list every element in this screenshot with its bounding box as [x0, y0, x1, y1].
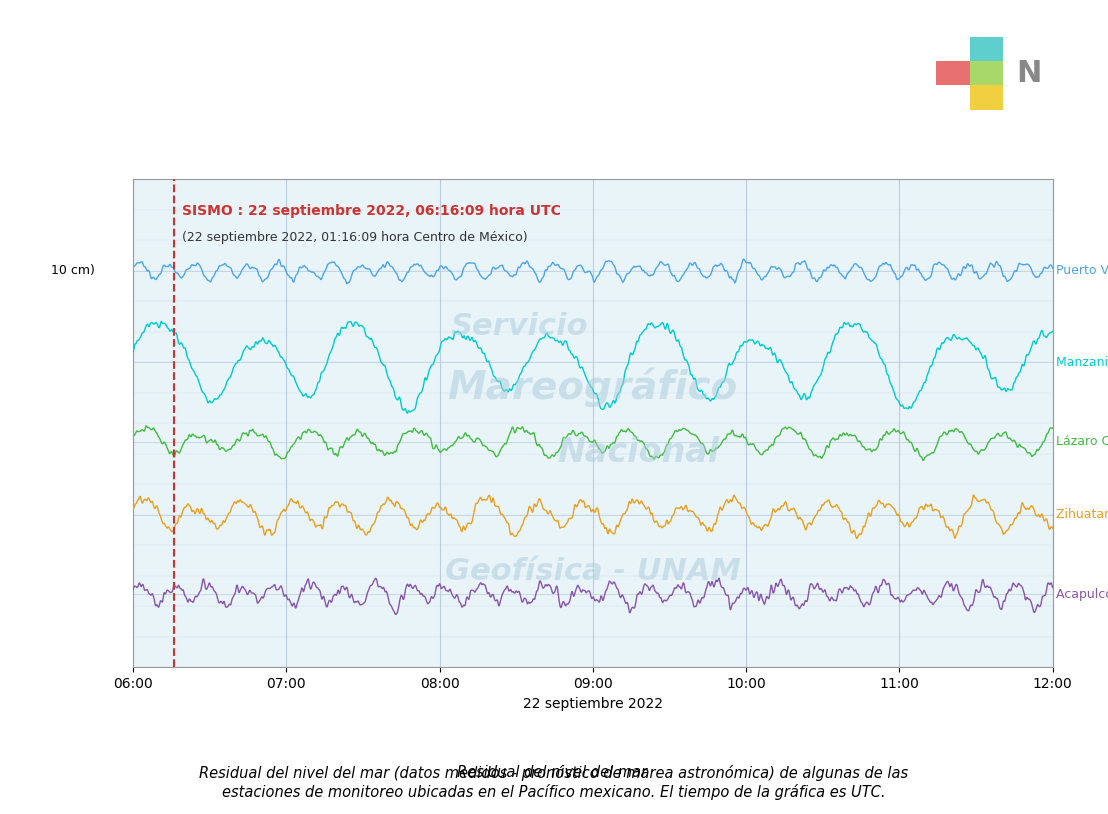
Text: N: N: [1016, 59, 1042, 88]
Text: Residual del nivel del mar (datos medidos - pronóstico de marea astronómica) de : Residual del nivel del mar (datos medido…: [199, 765, 909, 800]
FancyBboxPatch shape: [970, 37, 1003, 61]
Text: Nacional: Nacional: [557, 436, 720, 470]
FancyBboxPatch shape: [970, 85, 1003, 110]
Text: Acapulco, Gro.: Acapulco, Gro.: [1056, 588, 1108, 601]
Text: Manzanillo, Col.: Manzanillo, Col.: [1056, 356, 1108, 369]
Text: Residual del nivel del mar: Residual del nivel del mar: [456, 765, 652, 780]
Text: Lázaro Cárdenas, Mich.: Lázaro Cárdenas, Mich.: [1056, 435, 1108, 448]
X-axis label: 22 septiembre 2022: 22 septiembre 2022: [523, 697, 663, 711]
Text: Puerto Vallarta, Jal.: Puerto Vallarta, Jal.: [1056, 265, 1108, 277]
Text: Zihuatanejo, Gro.: Zihuatanejo, Gro.: [1056, 509, 1108, 521]
Text: (22 septiembre 2022, 01:16:09 hora Centro de México): (22 septiembre 2022, 01:16:09 hora Centr…: [182, 231, 527, 244]
Text: Mareográfico: Mareográfico: [448, 367, 738, 407]
Text: SISMO : 22 septiembre 2022, 06:16:09 hora UTC: SISMO : 22 septiembre 2022, 06:16:09 hor…: [182, 204, 561, 217]
FancyBboxPatch shape: [970, 61, 1003, 85]
Text: Geofísica - UNAM: Geofísica - UNAM: [444, 557, 741, 585]
FancyBboxPatch shape: [936, 61, 970, 85]
Text: Servicio: Servicio: [450, 313, 588, 341]
Text: 10 cm): 10 cm): [51, 265, 94, 277]
